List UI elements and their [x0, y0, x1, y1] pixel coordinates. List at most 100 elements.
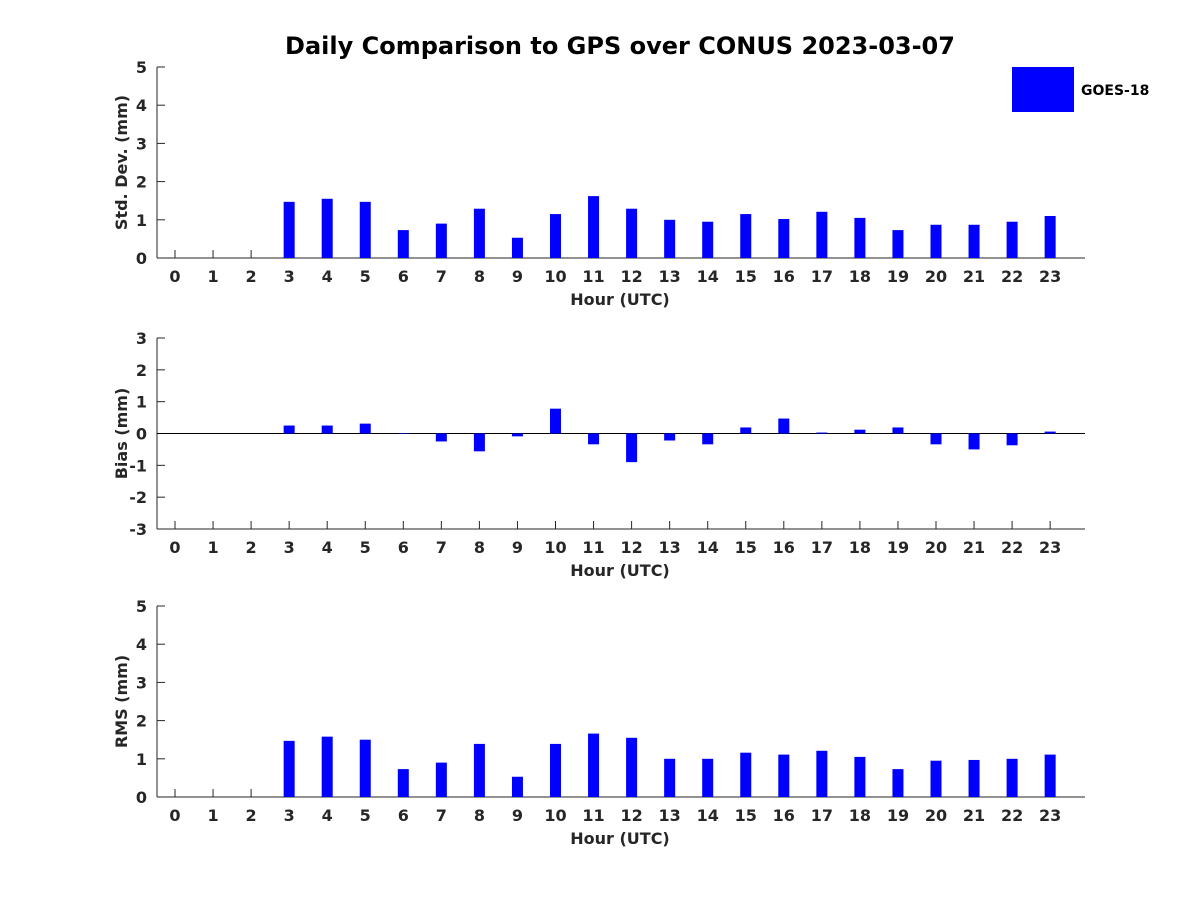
bar	[359, 739, 371, 797]
bar	[550, 408, 561, 434]
x-tick-label: 8	[474, 538, 485, 557]
x-axis-label: Hour (UTC)	[570, 561, 670, 580]
y-tick-label: 2	[136, 712, 147, 731]
x-tick-label: 21	[963, 267, 985, 286]
bar	[283, 425, 295, 434]
x-tick-label: 10	[544, 538, 566, 557]
bar	[816, 211, 828, 258]
x-tick-label: 15	[735, 538, 757, 557]
bar	[511, 237, 523, 258]
bar	[664, 758, 676, 797]
x-tick-label: 6	[398, 806, 409, 825]
bar	[626, 208, 638, 258]
y-tick-label: 0	[136, 425, 147, 444]
x-tick-label: 4	[322, 267, 333, 286]
bar	[435, 762, 447, 797]
bar	[283, 201, 295, 258]
bar	[664, 433, 676, 441]
bar	[778, 754, 790, 797]
y-tick-label: 5	[136, 58, 147, 77]
bar	[359, 201, 371, 258]
bar	[1044, 431, 1056, 434]
x-tick-label: 4	[322, 538, 333, 557]
chart-title: Daily Comparison to GPS over CONUS 2023-…	[285, 32, 955, 60]
x-tick-label: 19	[887, 806, 909, 825]
bar	[816, 432, 828, 434]
x-tick-label: 22	[1001, 806, 1023, 825]
x-tick-label: 14	[697, 267, 719, 286]
x-tick-label: 20	[925, 538, 947, 557]
x-tick-label: 7	[436, 538, 447, 557]
bar	[359, 423, 371, 434]
bar	[397, 433, 409, 434]
y-axis-label: RMS (mm)	[112, 655, 131, 748]
bar	[854, 217, 866, 258]
y-tick-label: -2	[129, 488, 147, 507]
x-tick-label: 14	[697, 538, 719, 557]
x-tick-label: 2	[246, 538, 257, 557]
bar	[1006, 221, 1018, 258]
x-tick-label: 2	[246, 267, 257, 286]
x-tick-label: 23	[1039, 267, 1061, 286]
x-tick-label: 8	[474, 267, 485, 286]
y-tick-label: 3	[136, 329, 147, 348]
bar	[892, 769, 904, 797]
bar	[550, 214, 561, 258]
x-tick-label: 15	[735, 267, 757, 286]
x-tick-label: 1	[207, 806, 218, 825]
bar	[397, 230, 409, 258]
x-tick-label: 3	[284, 538, 295, 557]
x-tick-label: 22	[1001, 538, 1023, 557]
bar	[740, 214, 752, 258]
bar	[968, 759, 980, 797]
bar	[321, 198, 333, 258]
x-tick-label: 18	[849, 806, 871, 825]
x-tick-label: 0	[169, 806, 180, 825]
x-axis-label: Hour (UTC)	[570, 290, 670, 309]
x-tick-label: 17	[811, 806, 833, 825]
y-tick-label: 3	[136, 134, 147, 153]
y-axis-label: Std. Dev. (mm)	[112, 95, 131, 230]
bar	[321, 425, 333, 434]
x-tick-label: 15	[735, 806, 757, 825]
x-tick-label: 9	[512, 538, 523, 557]
bar	[702, 758, 714, 797]
x-tick-label: 16	[773, 806, 795, 825]
bar	[854, 429, 866, 434]
x-tick-label: 22	[1001, 267, 1023, 286]
x-tick-label: 13	[659, 538, 681, 557]
x-tick-label: 5	[360, 267, 371, 286]
y-tick-label: 0	[136, 249, 147, 268]
legend-label: GOES-18	[1081, 83, 1149, 99]
bar	[397, 769, 409, 797]
y-tick-label: 4	[136, 635, 147, 654]
x-tick-label: 18	[849, 538, 871, 557]
bar	[473, 433, 485, 452]
bar	[930, 760, 942, 797]
x-tick-label: 13	[659, 267, 681, 286]
x-tick-label: 11	[582, 267, 604, 286]
y-tick-label: 3	[136, 673, 147, 692]
y-tick-label: -3	[129, 520, 147, 539]
bar	[892, 427, 904, 434]
x-tick-label: 21	[963, 806, 985, 825]
bar	[473, 208, 485, 258]
x-tick-label: 9	[512, 806, 523, 825]
x-tick-label: 19	[887, 538, 909, 557]
x-tick-label: 12	[620, 538, 642, 557]
x-tick-label: 16	[773, 267, 795, 286]
x-tick-label: 18	[849, 267, 871, 286]
bar	[550, 743, 561, 797]
x-tick-label: 21	[963, 538, 985, 557]
y-tick-label: 4	[136, 96, 147, 115]
bar	[588, 196, 600, 258]
x-tick-label: 17	[811, 267, 833, 286]
bar	[283, 740, 295, 797]
x-tick-label: 11	[582, 538, 604, 557]
x-tick-label: 11	[582, 806, 604, 825]
bar	[702, 221, 714, 258]
bar	[588, 733, 600, 797]
x-tick-label: 3	[284, 267, 295, 286]
